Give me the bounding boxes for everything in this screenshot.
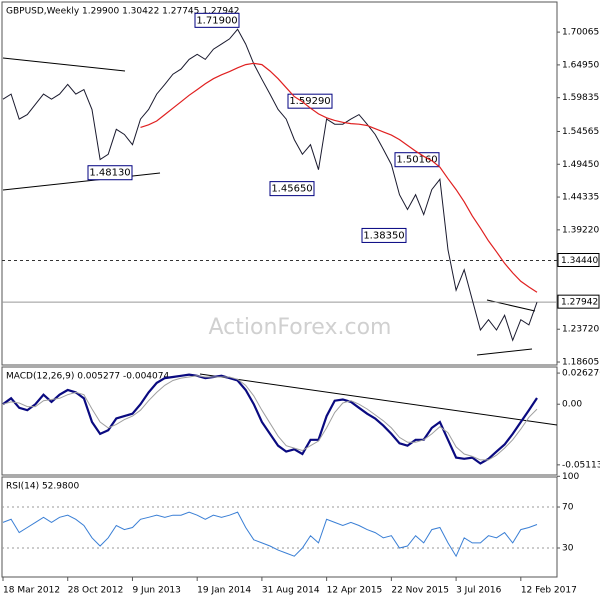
y-tick-label: 1.49450 [562, 160, 599, 170]
annotation-box [269, 181, 315, 197]
series-line [2, 28, 538, 342]
panel-title: MACD(12,26,9) 0.005277 -0.004074 [6, 372, 169, 382]
annotation-label: 1.48130 [89, 168, 130, 179]
x-tick-label: 19 Jan 2014 [197, 586, 251, 596]
y-tick-label: 0.00 [562, 400, 582, 410]
annotation-label: 1.71900 [196, 15, 237, 26]
x-tick-label: 12 Feb 2017 [521, 586, 577, 596]
level-label: 1.34440 [561, 256, 598, 266]
panel-title: RSI(14) 52.9800 [6, 482, 79, 492]
y-tick-label: 1.64950 [562, 60, 599, 70]
trendline [2, 172, 161, 191]
y-tick-label: 0.026276 [562, 369, 600, 379]
trendlines [2, 57, 558, 426]
annotation-box [87, 165, 133, 181]
x-tick-label: 28 Oct 2012 [68, 586, 124, 596]
trendline [199, 373, 558, 426]
trendline [2, 57, 126, 72]
rsi-panel [1, 476, 558, 578]
y-tick-label: 1.23720 [562, 325, 599, 335]
watermark: ActionForex.com [209, 315, 392, 340]
annotation-label: 1.45650 [271, 184, 312, 195]
annotation-label: 1.38350 [363, 230, 404, 241]
y-tick-label: 1.54565 [562, 127, 599, 137]
series-line [2, 373, 538, 465]
y-tick-label: 1.70065 [562, 28, 599, 38]
x-tick-label: 22 Nov 2015 [391, 586, 449, 596]
panel-title: GBPUSD,Weekly 1.29900 1.30422 1.27745 1.… [6, 7, 239, 17]
y-tick-label: 30 [562, 544, 574, 554]
level-label-box [557, 252, 600, 267]
y-tick-label: -0.051137 [562, 460, 600, 470]
y-tick-label: 1.18605 [562, 358, 599, 368]
annotation-box [361, 227, 407, 243]
series-line [2, 375, 538, 461]
annotation-box [394, 152, 440, 168]
x-tick-label: 3 Jul 2016 [456, 586, 501, 596]
y-tick-label: 1.59835 [562, 93, 599, 103]
level-label-box [557, 294, 600, 309]
y-tick-label: 1.44335 [562, 193, 599, 203]
annotation-label: 1.59290 [289, 96, 330, 107]
annotation-label: 1.50160 [396, 155, 437, 166]
x-tick-label: 9 Jun 2013 [132, 586, 180, 596]
y-tick-label: 1.39220 [562, 225, 599, 235]
series-line [140, 62, 538, 293]
level-label: 1.27942 [561, 298, 598, 308]
x-tick-label: 18 Mar 2012 [3, 586, 60, 596]
x-tick-label: 31 Aug 2014 [262, 586, 320, 596]
series-line [2, 511, 538, 558]
x-tick-label: 12 Apr 2015 [327, 586, 383, 596]
annotation-box [194, 12, 240, 28]
trendline [476, 348, 533, 356]
y-tick-label: 100 [562, 472, 579, 482]
y-tick-label: 70 [562, 503, 574, 513]
